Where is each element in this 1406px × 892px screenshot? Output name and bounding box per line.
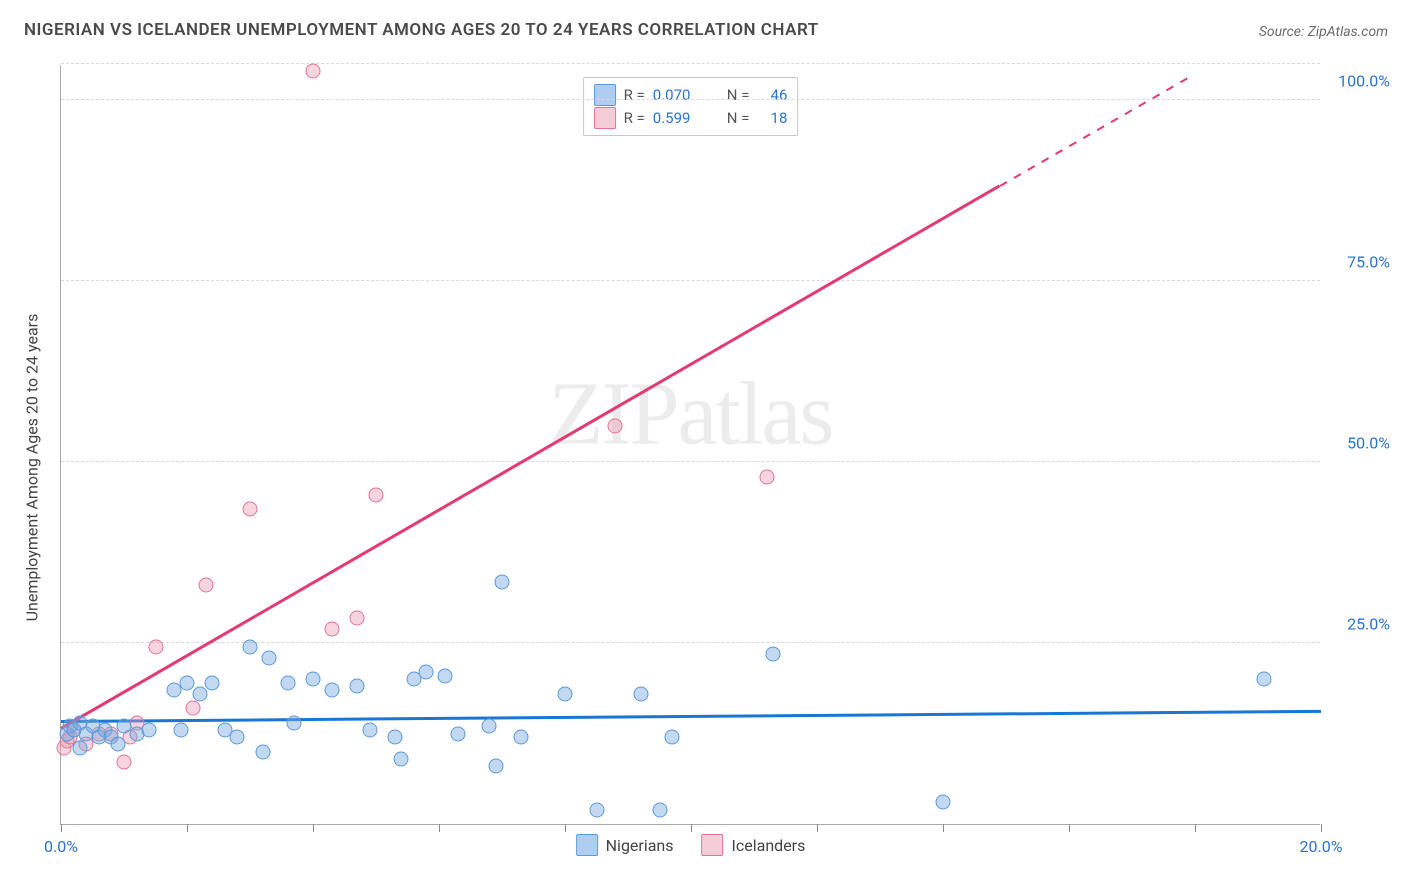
chart-area: Unemployment Among Ages 20 to 24 years Z…: [50, 55, 1380, 860]
x-tick: [439, 824, 440, 832]
y-tick-label: 25.0%: [1347, 615, 1390, 634]
legend-r-value: 0.070: [653, 84, 709, 107]
x-tick: [187, 824, 188, 832]
data-point: [205, 675, 220, 690]
x-tick: [1069, 824, 1070, 832]
watermark: ZIPatlas: [549, 363, 833, 466]
x-tick: [1321, 824, 1322, 832]
data-point: [110, 737, 125, 752]
data-point: [148, 639, 163, 654]
data-point: [324, 621, 339, 636]
gridline-h: [61, 280, 1320, 281]
legend-item: Icelanders: [702, 834, 806, 856]
data-point: [72, 741, 87, 756]
x-tick: [61, 824, 62, 832]
y-tick-label: 100.0%: [1338, 72, 1390, 91]
data-point: [936, 795, 951, 810]
data-point: [652, 802, 667, 817]
data-point: [180, 675, 195, 690]
data-point: [1257, 672, 1272, 687]
data-point: [589, 802, 604, 817]
data-point: [186, 701, 201, 716]
x-tick: [691, 824, 692, 832]
legend-r-value: 0.599: [653, 107, 709, 130]
data-point: [117, 755, 132, 770]
data-point: [394, 751, 409, 766]
data-point: [198, 578, 213, 593]
data-point: [759, 469, 774, 484]
trend-line-dash: [999, 77, 1189, 187]
legend-r-label: R =: [624, 107, 645, 130]
data-point: [513, 730, 528, 745]
data-point: [369, 487, 384, 502]
legend-swatch: [576, 834, 598, 856]
y-tick-label: 75.0%: [1347, 253, 1390, 272]
x-tick: [817, 824, 818, 832]
data-point: [450, 726, 465, 741]
x-tick: [313, 824, 314, 832]
data-point: [350, 679, 365, 694]
data-point: [280, 675, 295, 690]
x-tick: [565, 824, 566, 832]
data-point: [142, 722, 157, 737]
source-text: Source: ZipAtlas.com: [1259, 24, 1388, 40]
data-point: [495, 574, 510, 589]
legend-item-label: Icelanders: [732, 836, 806, 855]
data-point: [558, 686, 573, 701]
data-point: [192, 686, 207, 701]
scatter-plot: ZIPatlas R =0.070N =46R =0.599N =18 Nige…: [60, 65, 1320, 825]
y-axis-label: Unemployment Among Ages 20 to 24 years: [23, 313, 42, 621]
legend-stats-row: R = 0.070 N = 46: [594, 84, 788, 107]
gridline-h: [61, 63, 1320, 64]
data-point: [324, 683, 339, 698]
x-tick: [1195, 824, 1196, 832]
gridline-h: [61, 99, 1320, 100]
data-point: [243, 502, 258, 517]
data-point: [665, 730, 680, 745]
legend-swatch: [594, 84, 616, 106]
trend-line: [61, 710, 1321, 723]
y-tick-label: 50.0%: [1347, 434, 1390, 453]
data-point: [287, 715, 302, 730]
data-point: [261, 650, 276, 665]
data-point: [255, 744, 270, 759]
legend-r-label: R =: [624, 84, 645, 107]
x-tick-label: 20.0%: [1300, 837, 1343, 856]
legend-n-value: 18: [757, 107, 787, 130]
legend-item: Nigerians: [576, 834, 674, 856]
gridline-h: [61, 461, 1320, 462]
legend-stats: R = 0.070 N = 46 R = 0.599 N = 18: [583, 77, 799, 136]
data-point: [488, 759, 503, 774]
x-tick: [943, 824, 944, 832]
legend-stats-row: R = 0.599 N = 18: [594, 107, 788, 130]
data-point: [243, 639, 258, 654]
data-point: [306, 64, 321, 79]
legend-swatch: [702, 834, 724, 856]
data-point: [230, 730, 245, 745]
x-tick-label: 0.0%: [44, 837, 78, 856]
legend-swatch: [594, 107, 616, 129]
trend-line: [60, 185, 1000, 730]
data-point: [482, 719, 497, 734]
legend-n-label: N =: [727, 84, 750, 107]
legend-item-label: Nigerians: [606, 836, 674, 855]
data-point: [608, 418, 623, 433]
data-point: [765, 646, 780, 661]
legend-n-label: N =: [727, 107, 750, 130]
data-point: [633, 686, 648, 701]
data-point: [173, 722, 188, 737]
data-point: [306, 672, 321, 687]
legend-n-value: 46: [757, 84, 787, 107]
legend-series: Nigerians Icelanders: [576, 834, 806, 856]
data-point: [438, 668, 453, 683]
data-point: [350, 610, 365, 625]
chart-title: NIGERIAN VS ICELANDER UNEMPLOYMENT AMONG…: [24, 20, 819, 40]
data-point: [362, 722, 377, 737]
data-point: [387, 730, 402, 745]
data-point: [419, 665, 434, 680]
